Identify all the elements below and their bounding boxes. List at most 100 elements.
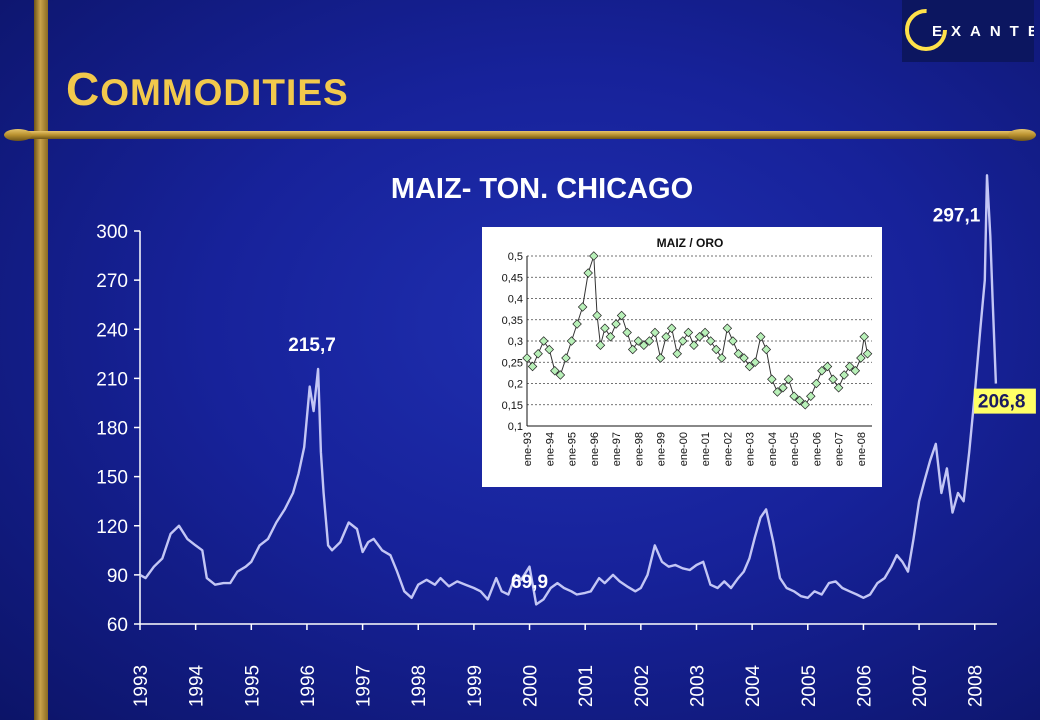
inset-x-tick-label: ene-96 (589, 432, 601, 466)
main-annotations: 215,7 69,9 297,1 206,8 (288, 206, 1036, 593)
inset-x-tick-label: ene-05 (789, 432, 801, 466)
inset-data-point (572, 319, 582, 329)
inset-data-point (616, 310, 627, 321)
main-x-tick-label: 1993 (131, 665, 152, 707)
inset-x-tick-label: ene-08 (856, 432, 868, 466)
inset-data-point (595, 340, 606, 350)
main-series-line (139, 174, 998, 606)
main-x-tick-label: 2001 (576, 665, 597, 707)
main-x-tick-label: 2000 (521, 665, 542, 707)
inset-data-point (822, 361, 833, 372)
inset-data-point (772, 387, 783, 397)
gold-horizontal-bar (4, 129, 1036, 141)
slide-title: COMMODITIES (66, 66, 349, 112)
inset-data-point (783, 374, 794, 384)
inset-chart: MAIZ / ORO 0,1 0,15 0,2 0,25 0,3 0,35 0,4 0,45 0,… (482, 227, 882, 487)
inset-data-point (856, 353, 866, 363)
inset-data-point (627, 344, 638, 355)
inset-y-tick-label: 0,25 (502, 357, 523, 369)
data-label: 297,1 (933, 206, 981, 227)
main-x-tick-label: 1998 (409, 665, 430, 707)
inset-data-point (577, 302, 588, 312)
logo-text: EXANTE (932, 23, 1034, 40)
main-chart-title: MAIZ- TON. CHICAGO (391, 173, 693, 205)
inset-data-point (750, 357, 760, 367)
inset-y-tick-label: 0,3 (508, 336, 523, 348)
inset-data-point (544, 344, 554, 355)
inset-data-point (739, 353, 749, 363)
main-x-tick-label: 1995 (242, 665, 263, 707)
inset-data-point (700, 327, 710, 338)
inset-data-point (859, 332, 869, 342)
inset-data-point (705, 336, 716, 346)
inset-x-tick-label: ene-03 (745, 432, 757, 466)
inset-data-point (650, 327, 660, 338)
inset-data-point (828, 374, 838, 384)
inset-data-point (605, 332, 616, 342)
inset-data-point (778, 383, 788, 393)
inset-y-tick-label: 0,4 (508, 294, 523, 306)
inset-data-point (711, 344, 721, 355)
inset-data-point (589, 251, 599, 261)
inset-data-point (689, 340, 699, 350)
inset-x-tick-label: ene-01 (700, 432, 712, 466)
inset-data-point (678, 336, 688, 346)
inset-data-point (592, 310, 602, 321)
inset-x-tick-label: ene-04 (767, 432, 779, 466)
inset-data-point (522, 353, 532, 363)
inset-data-point (806, 391, 816, 401)
inset-y-tick-label: 0,5 (508, 251, 523, 263)
inset-data-point (722, 323, 733, 333)
main-x-tick-label: 1994 (187, 664, 208, 707)
inset-data-point (561, 353, 571, 363)
inset-x-tick-label: ene-02 (722, 432, 734, 466)
inset-data-point (862, 349, 873, 359)
main-y-tick-label: 120 (96, 517, 128, 538)
inset-data-point (639, 340, 649, 350)
inset-y-tick-label: 0,15 (502, 400, 523, 412)
main-x-tick-label: 2004 (743, 664, 764, 707)
inset-x-tick-label: ene-95 (567, 432, 579, 466)
inset-data-point (767, 374, 777, 384)
slide-title-cap: C (66, 63, 101, 115)
gold-vertical-bar (34, 0, 48, 720)
main-x-tick-label: 2008 (966, 665, 987, 707)
last-value-highlight (973, 388, 1036, 414)
inset-x-tick-label: ene-06 (811, 432, 823, 466)
main-x-tick-label: 2002 (632, 665, 653, 707)
main-y-tick-label: 240 (96, 320, 128, 341)
main-y-tick-label: 150 (96, 468, 128, 489)
exante-logo: EXANTE (902, 0, 1034, 62)
inset-data-point (761, 344, 772, 355)
slide-title-rest: OMMODITIES (100, 72, 349, 113)
inset-data-point (672, 349, 682, 359)
inset-data-point (566, 336, 577, 346)
inset-y-tick-label: 0,45 (502, 272, 523, 284)
inset-data-point (550, 366, 560, 376)
inset-x-tick-label: ene-98 (633, 432, 645, 466)
inset-data-point (728, 336, 738, 346)
main-y-tick-label: 60 (107, 615, 128, 636)
main-x-tick-label: 1997 (354, 665, 375, 707)
inset-data-point (633, 336, 644, 346)
inset-data-point (755, 332, 766, 342)
data-label: 69,9 (511, 572, 548, 593)
inset-y-tick-label: 0,35 (502, 315, 523, 327)
inset-data-point (789, 391, 799, 401)
inset-chart-title: MAIZ / ORO (657, 236, 724, 250)
inset-data-point (694, 332, 705, 342)
inset-data-point (622, 327, 632, 338)
inset-y-tick-label: 0,1 (508, 421, 523, 433)
inset-data-point (666, 323, 677, 333)
inset-data-point (583, 268, 593, 278)
inset-data-point (661, 332, 671, 342)
inset-x-tick-label: ene-93 (522, 432, 534, 466)
main-x-tick-label: 2003 (687, 665, 708, 707)
inset-data-point (533, 349, 543, 359)
inset-x-tick-label: ene-99 (656, 432, 668, 466)
main-x-tick-label: 2006 (854, 665, 875, 707)
inset-data-point (733, 349, 744, 359)
main-series (139, 174, 998, 606)
inset-data-point (744, 361, 755, 372)
